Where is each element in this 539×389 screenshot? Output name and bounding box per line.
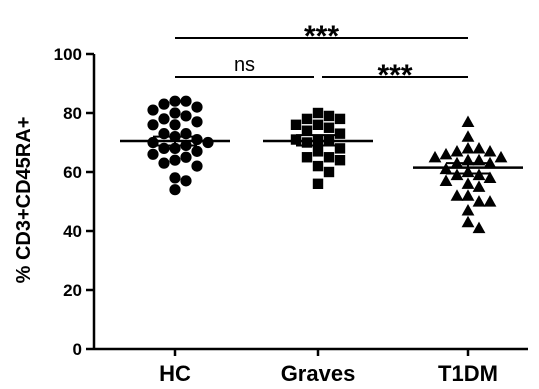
hc-point (202, 136, 214, 149)
graves-point (290, 119, 302, 130)
axes: 0 20 40 60 80 100 HC Graves T1DM (54, 45, 528, 386)
graves-point (323, 152, 335, 163)
hc-point (191, 145, 203, 157)
graves-point (334, 113, 346, 125)
hc-point (158, 98, 170, 110)
graves-point (323, 110, 335, 122)
data-points (147, 95, 508, 234)
hc-point (180, 151, 192, 163)
hc-point (180, 110, 192, 122)
hc-point (158, 113, 170, 125)
graves-point (312, 160, 324, 172)
t1dm-point (461, 130, 475, 142)
significance-brackets: *** ns *** (175, 20, 468, 92)
x-tick-label: HC (159, 361, 191, 386)
t1dm-point (472, 180, 486, 192)
graves-point (312, 119, 324, 130)
hc-point (147, 148, 159, 160)
t1dm-point (461, 142, 475, 154)
hc-point (169, 154, 181, 166)
graves-point (301, 137, 313, 148)
hc-point (147, 104, 159, 116)
t1dm-point (439, 174, 453, 186)
t1dm-point (472, 195, 486, 207)
t1dm-point (461, 115, 475, 127)
t1dm-point (461, 203, 475, 216)
hc-point (169, 119, 181, 131)
hc-point (158, 157, 170, 169)
t1dm-point (483, 144, 497, 157)
significance-label: *** (377, 59, 412, 92)
t1dm-point (472, 221, 486, 234)
y-tick-label: 20 (63, 281, 82, 300)
graves-point (323, 134, 335, 145)
t1dm-point (450, 144, 464, 157)
t1dm-point (461, 189, 475, 201)
hc-point (191, 116, 203, 128)
graves-point (312, 107, 324, 119)
graves-point (334, 128, 346, 139)
graves-point (323, 122, 335, 133)
t1dm-point (461, 177, 475, 189)
significance-label: *** (304, 20, 339, 53)
t1dm-point (483, 195, 497, 207)
hc-point (180, 175, 192, 187)
graves-point (312, 178, 324, 189)
y-tick-label: 40 (63, 222, 82, 241)
y-axis-title: % CD3+CD45RA+ (13, 117, 35, 284)
graves-point (301, 152, 313, 163)
t1dm-point (450, 189, 464, 201)
y-tick-label: 0 (73, 340, 82, 359)
graves-point (334, 143, 346, 154)
hc-point (191, 160, 203, 172)
significance-label: ns (234, 54, 255, 76)
hc-point (147, 119, 159, 131)
y-tick-label: 100 (54, 45, 82, 64)
hc-point (180, 95, 192, 107)
graves-point (323, 166, 335, 178)
t1dm-point (494, 150, 508, 163)
hc-point (169, 95, 181, 107)
t1dm-point (428, 150, 442, 163)
t1dm-point (439, 147, 453, 160)
graves-point (290, 134, 302, 145)
hc-point (169, 184, 181, 196)
hc-point (169, 172, 181, 184)
t1dm-point (461, 215, 475, 228)
hc-point (191, 101, 203, 113)
graves-point (312, 146, 324, 157)
y-tick-label: 60 (63, 163, 82, 182)
t1dm-point (472, 142, 486, 154)
graves-point (301, 113, 313, 125)
x-tick-label: Graves (281, 361, 356, 386)
mean-sem-bars (120, 134, 523, 175)
hc-point (169, 107, 181, 119)
t1dm-point (483, 171, 497, 184)
graves-point (334, 155, 346, 166)
x-tick-label: T1DM (438, 361, 498, 386)
y-tick-label: 80 (63, 104, 82, 123)
graves-point (301, 125, 313, 136)
